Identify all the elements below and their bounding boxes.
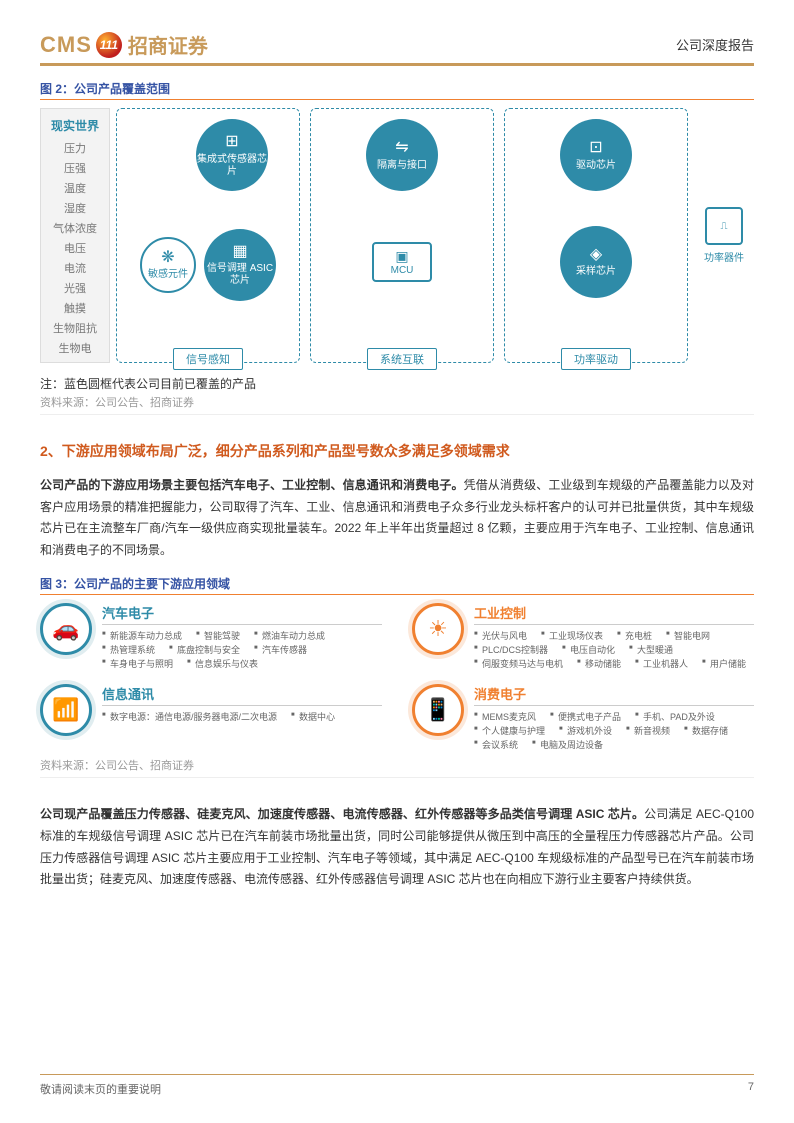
app-title: 汽车电子 [102,603,382,625]
app-list-item: 电压自动化 [562,643,615,656]
doc-type: 公司深度报告 [676,35,754,54]
app-icon: ☀ [412,603,464,655]
sensor-item: 电流 [41,258,109,278]
power-device: ⎍ 功率器件 [694,108,754,363]
app-list-item: 个人健康与护理 [474,724,545,737]
app-list-item: 车身电子与照明 [102,657,173,670]
app-list-item: 工业机器人 [635,657,688,670]
page-header: CMS 111 招商证券 公司深度报告 [40,30,754,66]
sensor-item: 湿度 [41,198,109,218]
section2-heading: 2、下游应用领域布局广泛，细分产品系列和产品型号数众多满足多领域需求 [40,441,754,461]
app-list-item: 用户储能 [702,657,746,670]
app-list-item: 会议系统 [474,738,518,751]
group-interconnect: ⇋隔离与接口 ▣MCU 系统互联 [310,108,494,363]
app-list: 数字电源：通信电源/服务器电源/二次电源 数据中心 [102,710,382,723]
app-icon: 📱 [412,684,464,736]
app-list-item: 伺服变频马达与电机 [474,657,563,670]
para-bold: 公司产品的下游应用场景主要包括汽车电子、工业控制、信息通讯和消费电子。 [40,478,464,492]
app-title: 工业控制 [474,603,754,625]
group1-label: 信号感知 [173,348,243,370]
app-list-item: 底盘控制与安全 [169,643,240,656]
figure3-title: 图 3：公司产品的主要下游应用领域 [40,575,754,595]
app-list-item: 燃油车动力总成 [254,629,325,642]
group3-label: 功率驱动 [561,348,631,370]
app-list-item: 光伏与风电 [474,629,527,642]
app-title: 信息通讯 [102,684,382,706]
app-list-item: MEMS麦克风 [474,710,536,723]
app-icon: 🚗 [40,603,92,655]
app-list-item: PLC/DCS控制器 [474,643,548,656]
sensor-item: 电压 [41,238,109,258]
sensor-item: 压力 [41,138,109,158]
group-signal-sense: ⊞集成式传感器芯片 ❋敏感元件 ▦信号调理 ASIC芯片 信号感知 [116,108,300,363]
node-sampling: ◈采样芯片 [560,226,632,298]
app-title: 消费电子 [474,684,754,706]
sensor-column: 现实世界 压力压强温度湿度气体浓度电压电流光强触摸生物阻抗生物电 [40,108,110,363]
app-list-item: 数据中心 [291,710,335,723]
figure2-diagram: 现实世界 压力压强温度湿度气体浓度电压电流光强触摸生物阻抗生物电 ⊞集成式传感器… [40,108,754,363]
para3: 公司现产品覆盖压力传感器、硅麦克风、加速度传感器、电流传感器、红外传感器等多品类… [40,804,754,890]
group-power-drive: ⊡驱动芯片 ◈采样芯片 功率驱动 [504,108,688,363]
app-list-item: 智能驾驶 [196,629,240,642]
section2-para: 公司产品的下游应用场景主要包括汽车电子、工业控制、信息通讯和消费电子。凭借从消费… [40,475,754,561]
node-mcu: ▣MCU [372,242,432,282]
logo-badge: 111 [96,32,122,58]
sensor-item: 温度 [41,178,109,198]
node-integrated-sensor: ⊞集成式传感器芯片 [196,119,268,191]
app-list: 新能源车动力总成 智能驾驶 燃油车动力总成热管理系统 底盘控制与安全 汽车传感器车身电子… [102,629,382,670]
sensor-item: 光强 [41,278,109,298]
logo-cn-text: 招商证券 [128,30,208,59]
sensor-item: 触摸 [41,298,109,318]
node-sensitive-element: ❋敏感元件 [140,237,196,293]
app-card: ☀ 工业控制光伏与风电 工业现场仪表 充电桩 智能电网 PLC/DCS控制器 电压自动化 大型… [412,603,754,670]
app-list-item: 汽车传感器 [254,643,307,656]
node-isolation: ⇋隔离与接口 [366,119,438,191]
logo: CMS 111 招商证券 [40,30,208,59]
app-icon: 📶 [40,684,92,736]
figure2-title: 图 2：公司产品覆盖范围 [40,80,754,100]
app-list-item: 工业现场仪表 [541,629,603,642]
sensor-item: 气体浓度 [41,218,109,238]
app-list-item: 数字电源：通信电源/服务器电源/二次电源 [102,710,277,723]
app-list-item: 智能电网 [666,629,710,642]
para3-bold: 公司现产品覆盖压力传感器、硅麦克风、加速度传感器、电流传感器、红外传感器等多品类… [40,807,644,821]
app-card: 📶 信息通讯数字电源：通信电源/服务器电源/二次电源 数据中心 [40,684,382,751]
node-asic: ▦信号调理 ASIC芯片 [204,229,276,301]
page-number: 7 [748,1081,754,1097]
figure3-source: 资料来源：公司公告、招商证券 [40,757,754,778]
app-list-item: 大型暖通 [629,643,673,656]
apps-grid: 🚗 汽车电子新能源车动力总成 智能驾驶 燃油车动力总成热管理系统 底盘控制与安全 汽车传感… [40,603,754,751]
app-list-item: 电脑及周边设备 [532,738,603,751]
figure2-source: 资料来源：公司公告、招商证券 [40,394,754,415]
sensor-item: 生物电 [41,338,109,358]
app-list: MEMS麦克风 便携式电子产品 手机、PAD及外设个人健康与护理 游戏机外设 新音视频 数… [474,710,754,751]
app-list-item: 信息娱乐与仪表 [187,657,258,670]
page-footer: 敬请阅读末页的重要说明 7 [40,1074,754,1097]
sensor-header: 现实世界 [41,113,109,138]
app-list-item: 充电桩 [617,629,652,642]
group2-label: 系统互联 [367,348,437,370]
app-list: 光伏与风电 工业现场仪表 充电桩 智能电网 PLC/DCS控制器 电压自动化 大型暖通伺服变… [474,629,754,670]
app-list-item: 新音视频 [626,724,670,737]
app-card: 📱 消费电子 MEMS麦克风 便携式电子产品 手机、PAD及外设个人健康与护理 游戏机外设… [412,684,754,751]
sensor-item: 压强 [41,158,109,178]
app-list-item: 热管理系统 [102,643,155,656]
node-driver: ⊡驱动芯片 [560,119,632,191]
app-list-item: 移动储能 [577,657,621,670]
app-list-item: 游戏机外设 [559,724,612,737]
app-card: 🚗 汽车电子新能源车动力总成 智能驾驶 燃油车动力总成热管理系统 底盘控制与安全 汽车传感… [40,603,382,670]
app-list-item: 新能源车动力总成 [102,629,182,642]
footer-left: 敬请阅读末页的重要说明 [40,1081,161,1097]
sensor-item: 生物阻抗 [41,318,109,338]
figure2-note: 注：蓝色圆框代表公司目前已覆盖的产品 [40,375,754,392]
logo-cms-text: CMS [40,32,92,58]
app-list-item: 便携式电子产品 [550,710,621,723]
app-list-item: 手机、PAD及外设 [635,710,715,723]
app-list-item: 数据存储 [684,724,728,737]
